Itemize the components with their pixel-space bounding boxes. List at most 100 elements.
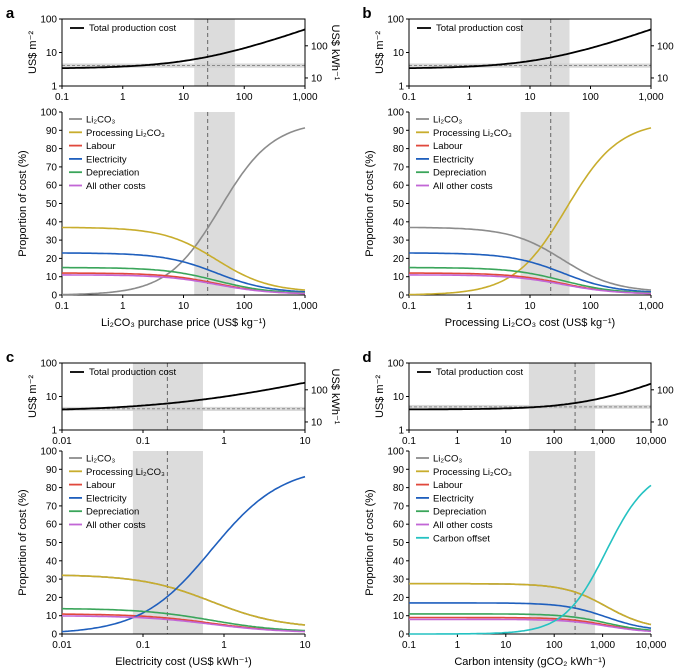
bottom-y-tick-label: 10: [46, 272, 58, 283]
top-left-y-axis-title: US$ m⁻²: [374, 31, 386, 74]
top-right-y-tick-label: 100: [311, 41, 328, 52]
bottom-y-tick-label: 70: [393, 162, 405, 173]
bottom-range-band: [194, 112, 235, 295]
bottom-y-tick-label: 70: [393, 501, 405, 512]
top-left-y-tick-label: 1: [398, 82, 404, 93]
top-x-tick-label: 1: [221, 436, 227, 447]
top-right-y-tick-label: 10: [657, 417, 669, 428]
series-line-depreciation: [409, 266, 651, 294]
bottom-y-axis-title: Proportion of cost (%): [17, 150, 29, 256]
bottom-x-tick-label: 0.01: [52, 640, 72, 651]
bottom-y-tick-label: 20: [393, 254, 405, 265]
legend-label-labour: Labour: [86, 480, 116, 491]
top-x-tick-label: 0.01: [52, 436, 72, 447]
top-legend-label: Total production cost: [436, 23, 523, 34]
top-right-y-axis-title: US$ kWh⁻¹: [329, 369, 341, 425]
bottom-y-tick-label: 70: [46, 501, 58, 512]
bottom-x-tick-label: 10: [178, 301, 190, 312]
legend-label-other: All other costs: [86, 520, 146, 531]
top-x-tick-label: 0.1: [402, 436, 416, 447]
bottom-y-tick-label: 70: [46, 162, 58, 173]
legend-label-electricity: Electricity: [86, 493, 127, 504]
bottom-x-tick-label: 1,000: [638, 301, 663, 312]
series-line-other: [62, 274, 305, 295]
bottom-y-tick-label: 50: [393, 199, 405, 210]
top-left-y-tick-label: 10: [46, 392, 58, 403]
bottom-y-tick-label: 0: [398, 630, 404, 641]
series-line-electricity: [409, 602, 652, 629]
top-right-y-axis-title: US$ kWh⁻¹: [675, 25, 677, 81]
bottom-x-tick-label: 0.1: [136, 640, 150, 651]
legend-label-li2co3: Li₂CO₃: [433, 454, 462, 465]
legend-label-electricity: Electricity: [86, 154, 127, 165]
legend-label-processing: Processing Li₂CO₃: [86, 467, 165, 478]
legend-label-depreciation: Depreciation: [86, 507, 139, 518]
series-line-li2co3: [61, 127, 306, 296]
bottom-y-tick-label: 40: [393, 217, 405, 228]
bottom-y-tick-label: 0: [51, 291, 57, 302]
top-x-tick-label: 100: [236, 92, 253, 103]
bottom-x-tick-label: 1: [467, 301, 473, 312]
series-line-depreciation: [409, 613, 652, 631]
panel-d: d0.10.11110101001001,0001,00010,00010,00…: [362, 349, 677, 668]
legend-label-li2co3: Li₂CO₃: [86, 115, 115, 126]
bottom-y-tick-label: 90: [393, 465, 405, 476]
bottom-x-tick-label: 1: [455, 640, 461, 651]
series-line-electricity: [409, 252, 652, 293]
bottom-x-tick-label: 100: [236, 301, 253, 312]
bottom-x-tick-label: 1,000: [590, 640, 615, 651]
bottom-y-tick-label: 10: [46, 611, 58, 622]
top-left-y-tick-label: 100: [387, 359, 404, 370]
x-axis-title: Carbon intensity (gCO₂ kWh⁻¹): [454, 656, 605, 668]
bottom-y-tick-label: 50: [46, 199, 58, 210]
bottom-y-tick-label: 100: [387, 447, 404, 458]
bottom-y-tick-label: 0: [398, 291, 404, 302]
series-line-other: [409, 274, 651, 295]
legend-label-labour: Labour: [86, 141, 116, 152]
top-x-tick-label: 0.1: [136, 436, 150, 447]
top-x-tick-label: 0.1: [55, 92, 69, 103]
top-right-y-tick-label: 10: [311, 73, 323, 84]
bottom-x-tick-label: 100: [546, 640, 563, 651]
top-left-y-tick-label: 100: [40, 359, 57, 370]
top-x-tick-label: 1,000: [590, 436, 615, 447]
bottom-x-tick-label: 10: [500, 640, 512, 651]
legend-label-labour: Labour: [433, 141, 463, 152]
top-left-y-tick-label: 100: [387, 15, 404, 26]
top-x-tick-label: 10,000: [636, 436, 667, 447]
bottom-y-tick-label: 100: [387, 108, 404, 119]
legend-label-li2co3: Li₂CO₃: [86, 454, 115, 465]
top-left-y-tick-label: 1: [51, 426, 57, 437]
bottom-y-tick-label: 80: [393, 144, 405, 155]
legend-label-processing: Processing Li₂CO₃: [433, 128, 512, 139]
top-range-band: [132, 363, 203, 430]
top-right-y-tick-label: 10: [311, 417, 323, 428]
top-left-y-axis-title: US$ m⁻²: [27, 375, 39, 418]
series-line-li2co3: [409, 226, 652, 291]
bottom-x-tick-label: 100: [582, 301, 599, 312]
panel-label: b: [362, 5, 371, 22]
bottom-y-tick-label: 90: [46, 126, 58, 137]
top-range-band: [520, 19, 570, 86]
bottom-y-tick-label: 60: [46, 181, 58, 192]
x-axis-title: Electricity cost (US$ kWh⁻¹): [115, 656, 252, 668]
top-x-tick-label: 0.1: [402, 92, 416, 103]
bottom-y-tick-label: 30: [393, 236, 405, 247]
bottom-y-tick-label: 30: [393, 575, 405, 586]
top-x-tick-label: 1,000: [292, 92, 317, 103]
top-x-tick-label: 1,000: [638, 92, 663, 103]
top-legend-label: Total production cost: [89, 23, 176, 34]
bottom-y-tick-label: 40: [393, 556, 405, 567]
top-x-tick-label: 10: [178, 92, 190, 103]
bottom-y-axis-title: Proportion of cost (%): [364, 150, 376, 256]
top-x-tick-label: 100: [546, 436, 563, 447]
total-production-cost-line: [62, 28, 306, 69]
top-range-band: [528, 363, 596, 430]
panel-label: a: [6, 5, 15, 22]
legend-label-processing: Processing Li₂CO₃: [433, 467, 512, 478]
total-production-cost-line: [409, 28, 652, 69]
top-x-tick-label: 1: [120, 92, 126, 103]
